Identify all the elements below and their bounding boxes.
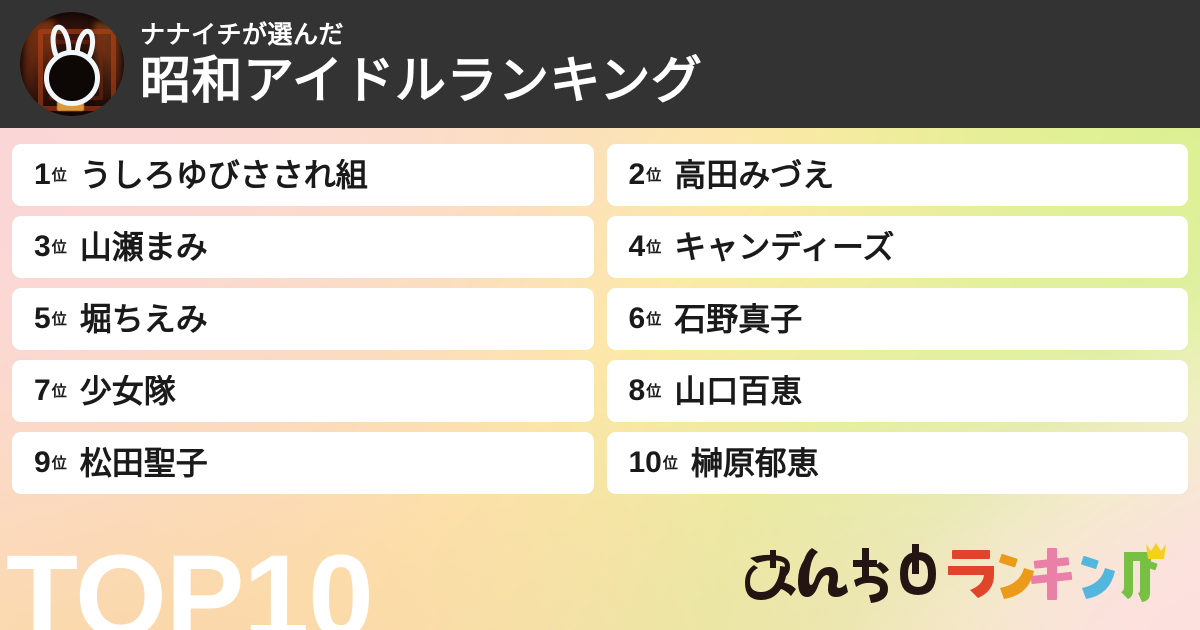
- bunny-outline-icon: [44, 24, 100, 106]
- rank-number-2: 2: [628, 158, 646, 191]
- rank-name-4: キャンディーズ: [674, 231, 895, 263]
- rank-suffix-5: 位: [51, 310, 67, 328]
- rank-name-1: うしろゆびさされ組: [79, 159, 368, 191]
- page-title: 昭和アイドルランキング: [140, 51, 703, 109]
- rank-name-9: 松田聖子: [79, 447, 208, 479]
- rank-suffix-4: 位: [646, 238, 662, 256]
- rank-suffix-8: 位: [646, 382, 662, 400]
- rank-number-1: 1: [34, 158, 51, 191]
- rank-number-10: 10: [628, 446, 662, 479]
- rank-name-6: 石野真子: [674, 303, 803, 335]
- rank-number-9: 9: [34, 446, 51, 479]
- rank-number-4: 4: [628, 230, 646, 263]
- rank-number-7: 7: [34, 374, 51, 407]
- top10-watermark: TOP10: [6, 531, 374, 630]
- rank-suffix-2: 位: [646, 166, 662, 184]
- rank-name-2: 高田みづえ: [674, 159, 835, 191]
- rank-suffix-3: 位: [51, 238, 67, 256]
- header-titles: ナナイチが選んだ 昭和アイドルランキング: [140, 20, 703, 109]
- logo-wordmark-icon: [745, 543, 1166, 603]
- rank-name-7: 少女隊: [79, 375, 176, 407]
- avatar-gold-bar: [57, 101, 85, 111]
- minna-no-ranking-logo[interactable]: [742, 543, 1172, 604]
- rank-number-8: 8: [628, 374, 646, 407]
- rank-name-3: 山瀬まみ: [79, 231, 208, 263]
- header-bar: ナナイチが選んだ 昭和アイドルランキング: [0, 0, 1200, 128]
- rank-number-5: 5: [34, 302, 51, 335]
- bunny-avatar: [20, 12, 124, 116]
- rank-name-10: 榊原郁恵: [690, 447, 819, 479]
- rank-suffix-10: 位: [662, 454, 678, 472]
- rank-suffix-6: 位: [646, 310, 662, 328]
- ranking-item-10[interactable]: 10 位 榊原郁恵: [606, 432, 1188, 494]
- rank-name-8: 山口百恵: [674, 375, 803, 407]
- crown-icon: [1146, 543, 1166, 559]
- rank-suffix-9: 位: [51, 454, 67, 472]
- rank-suffix-7: 位: [51, 382, 67, 400]
- rank-suffix-1: 位: [51, 166, 67, 184]
- rank-name-5: 堀ちえみ: [79, 303, 208, 335]
- avatar-glow-right: [93, 22, 121, 106]
- rank-number-6: 6: [628, 302, 646, 335]
- rank-number-3: 3: [34, 230, 51, 263]
- header-subtitle: ナナイチが選んだ: [140, 20, 345, 49]
